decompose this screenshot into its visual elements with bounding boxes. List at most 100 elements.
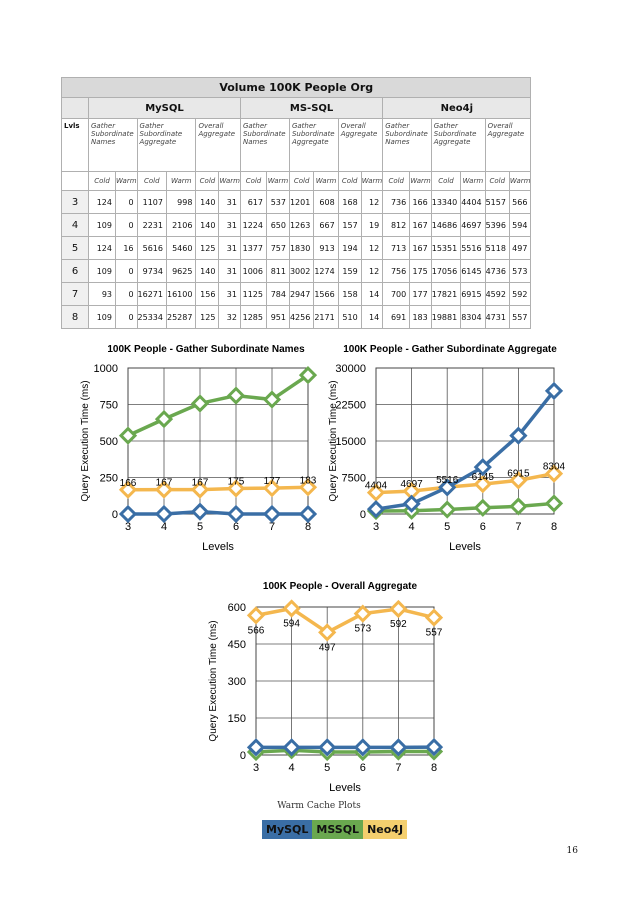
value-cell: 124 — [88, 190, 116, 214]
value-cell: 2171 — [313, 305, 339, 329]
data-point — [154, 504, 174, 524]
value-cell: 4736 — [484, 259, 510, 283]
value-cell: 17821 — [430, 282, 462, 306]
y-axis-label: Query Execution Time (ms) — [328, 380, 339, 501]
data-label: 557 — [426, 628, 443, 639]
cache-header: Cold — [382, 171, 411, 191]
data-point — [118, 504, 138, 524]
chart-gather-names: 100K People - Gather Subordinate Names 0 2… — [80, 344, 318, 553]
value-cell: 13340 — [430, 190, 462, 214]
cache-header: Warm — [460, 171, 486, 191]
data-point — [246, 606, 266, 625]
y-axis-label: Query Execution Time (ms) — [80, 380, 91, 501]
value-cell: 756 — [382, 259, 411, 283]
value-cell: 691 — [382, 305, 411, 329]
x-tick-label: 8 — [305, 521, 311, 533]
metric-header: Gather Subordinate Names — [382, 118, 432, 172]
data-point — [226, 504, 246, 524]
cache-header: Warm — [218, 171, 241, 191]
x-tick-label: 5 — [444, 521, 450, 533]
chart-title: 100K People - Gather Subordinate Names — [107, 344, 305, 355]
data-point — [509, 426, 528, 445]
value-cell: 166 — [409, 190, 432, 214]
value-cell: 5118 — [484, 236, 510, 260]
value-cell: 1566 — [313, 282, 339, 306]
db-header-neo4j: Neo4j — [382, 97, 532, 119]
data-point — [298, 478, 318, 497]
x-tick-label: 6 — [233, 521, 239, 533]
cache-header: Cold — [484, 171, 510, 191]
data-label: 167 — [156, 478, 173, 489]
value-cell: 0 — [115, 190, 138, 214]
metric-header: Gather Subordinate Names — [239, 118, 290, 172]
data-point — [509, 471, 528, 490]
x-tick-label: 5 — [197, 521, 203, 533]
value-cell: 159 — [337, 259, 362, 283]
y-tick-label: 15000 — [335, 436, 366, 448]
plot-frame — [375, 367, 555, 515]
value-cell: 1830 — [288, 236, 315, 260]
value-cell: 177 — [409, 282, 432, 306]
value-cell: 12 — [360, 236, 384, 260]
value-cell: 557 — [508, 305, 532, 329]
data-point — [282, 599, 301, 618]
x-tick-label: 6 — [480, 521, 486, 533]
value-cell: 31 — [218, 213, 241, 237]
y-axis-label: Query Execution Time (ms) — [208, 620, 219, 741]
value-cell: 1107 — [136, 190, 167, 214]
data-point — [262, 479, 282, 498]
data-label: 177 — [264, 476, 281, 487]
cache-corner — [61, 171, 89, 191]
x-tick-label: 3 — [125, 521, 131, 533]
value-cell: 12 — [360, 190, 384, 214]
data-label: 175 — [228, 476, 245, 487]
level-cell: 5 — [61, 236, 89, 260]
value-cell: 3002 — [288, 259, 315, 283]
table-row: 6 109 0 9734 9625 140 31 1006 811 3002 1274 159 12 75… — [61, 259, 532, 283]
data-point — [190, 502, 210, 521]
value-cell: 5157 — [484, 190, 510, 214]
value-cell: 12 — [360, 259, 384, 283]
x-tick-label: 4 — [161, 521, 167, 533]
level-cell: 6 — [61, 259, 89, 283]
data-label: 592 — [390, 619, 407, 630]
value-cell: 9734 — [136, 259, 167, 283]
data-label: 6915 — [507, 468, 530, 479]
y-tick-label: 1000 — [94, 363, 118, 375]
data-point — [402, 494, 421, 513]
data-point — [544, 464, 564, 483]
x-tick-label: 6 — [360, 762, 366, 774]
data-label: 566 — [248, 625, 265, 636]
cache-header: Cold — [136, 171, 167, 191]
value-cell: 0 — [115, 259, 138, 283]
data-label: 5516 — [436, 475, 459, 486]
value-cell: 510 — [337, 305, 362, 329]
value-cell: 5396 — [484, 213, 510, 237]
cache-header: Warm — [313, 171, 339, 191]
value-cell: 594 — [508, 213, 532, 237]
cache-header: Warm — [508, 171, 532, 191]
value-cell: 913 — [313, 236, 339, 260]
value-cell: 124 — [88, 236, 116, 260]
x-tick-label: 4 — [289, 762, 295, 774]
value-cell: 31 — [218, 259, 241, 283]
metric-header: Gather Subordinate Aggregate — [136, 118, 197, 172]
value-cell: 667 — [313, 213, 339, 237]
y-tick-label: 7500 — [342, 473, 366, 485]
value-cell: 194 — [337, 236, 362, 260]
y-tick-label: 250 — [100, 473, 118, 485]
data-label: 594 — [283, 618, 300, 629]
data-point — [366, 483, 386, 502]
value-cell: 4256 — [288, 305, 315, 329]
y-tick-label: 150 — [228, 713, 246, 725]
data-label: 166 — [120, 478, 137, 489]
y-tick-label: 300 — [228, 676, 246, 688]
data-label: 573 — [354, 624, 371, 635]
data-label: 4697 — [400, 479, 423, 490]
chart-title: 100K People - Overall Aggregate — [263, 581, 418, 592]
caption: Warm Cache Plots — [277, 801, 361, 811]
db-header-mysql: MySQL — [88, 97, 241, 119]
value-cell: 19 — [360, 213, 384, 237]
data-label: 4404 — [365, 481, 388, 492]
data-point — [154, 409, 174, 429]
